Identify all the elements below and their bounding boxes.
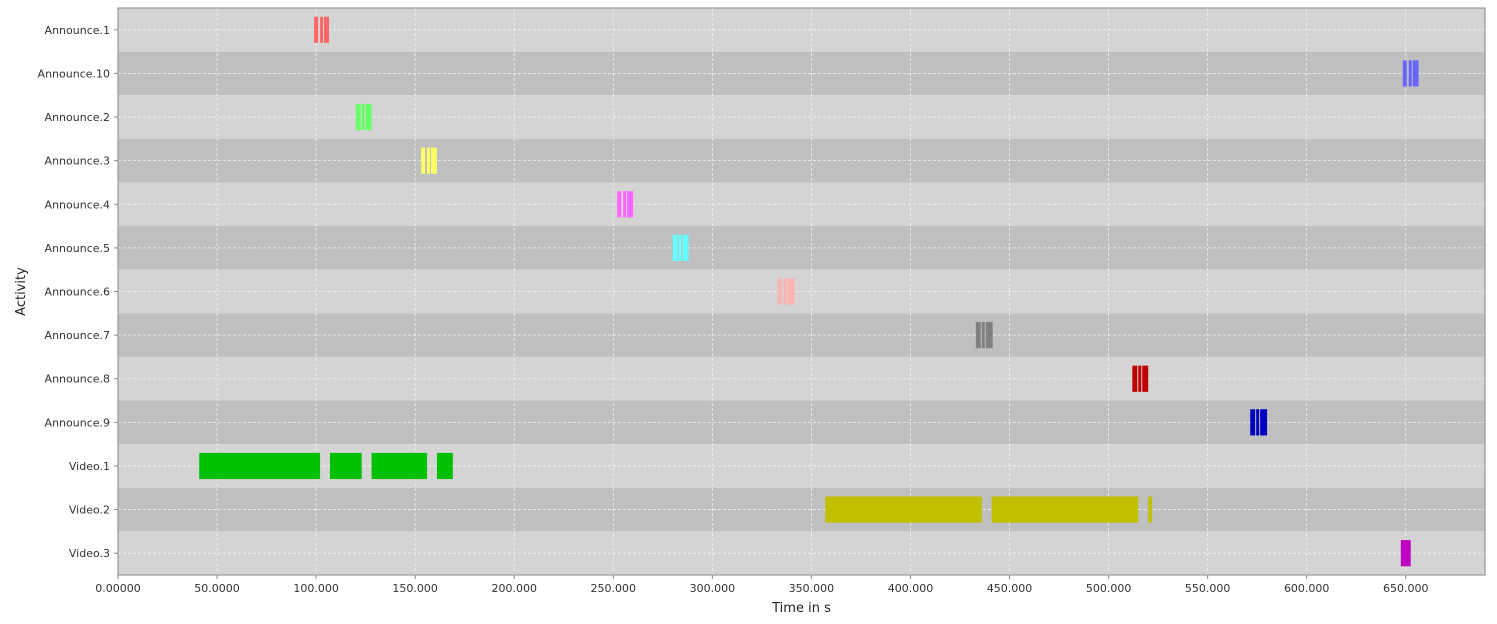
activity-bar — [1138, 365, 1142, 392]
y-tick-label: Announce.7 — [45, 329, 110, 342]
activity-bar — [1148, 496, 1153, 523]
x-tick-label: 450.000 — [987, 582, 1033, 595]
activity-bar — [1402, 60, 1407, 87]
activity-bar — [361, 103, 365, 131]
y-tick-label: Announce.10 — [38, 67, 110, 80]
activity-bar — [672, 234, 678, 261]
y-tick-label: Announce.5 — [45, 242, 110, 255]
x-tick-label: 350.000 — [789, 582, 835, 595]
x-tick-label: 300.000 — [690, 582, 736, 595]
y-tick-label: Announce.8 — [45, 373, 110, 386]
activity-bar — [365, 103, 372, 131]
y-tick-label: Video.3 — [69, 547, 110, 560]
y-tick-label: Announce.1 — [45, 24, 110, 37]
activity-bar — [985, 322, 993, 349]
activity-bar — [975, 322, 981, 349]
activity-bar — [199, 452, 321, 480]
gridlines — [117, 8, 1485, 575]
x-tick-label: 250.000 — [591, 582, 637, 595]
activity-bar — [783, 278, 787, 305]
activity-bar — [324, 16, 329, 43]
x-tick-label: 50.0000 — [194, 582, 240, 595]
activity-bar — [329, 452, 362, 480]
y-tick-label: Announce.9 — [45, 416, 110, 429]
activity-bar — [627, 191, 634, 218]
x-tick-label: 200.000 — [491, 582, 537, 595]
y-tick-label: Announce.4 — [45, 198, 110, 211]
activity-bar — [1132, 365, 1138, 392]
activity-bar — [777, 278, 782, 305]
activity-bar — [427, 147, 431, 174]
y-tick-label: Video.1 — [69, 460, 110, 473]
y-tick-label: Video.2 — [69, 504, 110, 517]
activity-bar — [355, 103, 361, 131]
activity-bar — [1256, 409, 1260, 436]
activity-bar — [1142, 365, 1149, 392]
activity-bar — [825, 496, 982, 523]
x-tick-label: 650.000 — [1383, 582, 1429, 595]
activity-bar — [623, 191, 627, 218]
activity-bar — [314, 16, 319, 43]
x-tick-label: 500.000 — [1086, 582, 1132, 595]
activity-bar — [421, 147, 426, 174]
activity-bar — [1260, 409, 1268, 436]
y-tick-label: Announce.6 — [45, 286, 110, 299]
x-tick-label: 150.000 — [392, 582, 438, 595]
x-axis-tick-labels: 0.00000 50.0000 100.000 150.000 200.000 250.0… — [95, 575, 1429, 595]
activity-bar — [1250, 409, 1256, 436]
activity-bar — [991, 496, 1139, 523]
x-tick-label: 0.00000 — [95, 582, 141, 595]
activity-bar — [617, 191, 622, 218]
activity-bar — [436, 452, 453, 480]
activity-bar — [1408, 60, 1412, 87]
x-axis-title: Time in s — [771, 601, 831, 616]
activity-bar — [787, 278, 795, 305]
activity-bar — [431, 147, 437, 174]
y-axis-title: Activity — [14, 267, 29, 316]
x-tick-label: 400.000 — [888, 582, 934, 595]
y-tick-label: Announce.2 — [45, 111, 110, 124]
x-tick-label: 550.000 — [1185, 582, 1231, 595]
y-axis-tick-labels: Announce.1 Announce.10 Announce.2 Announce.… — [38, 24, 118, 560]
activity-bar — [1412, 60, 1419, 87]
activity-bar — [371, 452, 428, 480]
x-tick-label: 600.000 — [1284, 582, 1330, 595]
activity-bar — [678, 234, 682, 261]
x-tick-label: 100.000 — [293, 582, 339, 595]
activity-bar — [1400, 540, 1411, 567]
activity-bar — [981, 322, 985, 349]
activity-bar — [682, 234, 689, 261]
activity-bar — [320, 16, 324, 43]
activity-bars — [199, 16, 1419, 567]
y-tick-label: Announce.3 — [45, 155, 110, 168]
